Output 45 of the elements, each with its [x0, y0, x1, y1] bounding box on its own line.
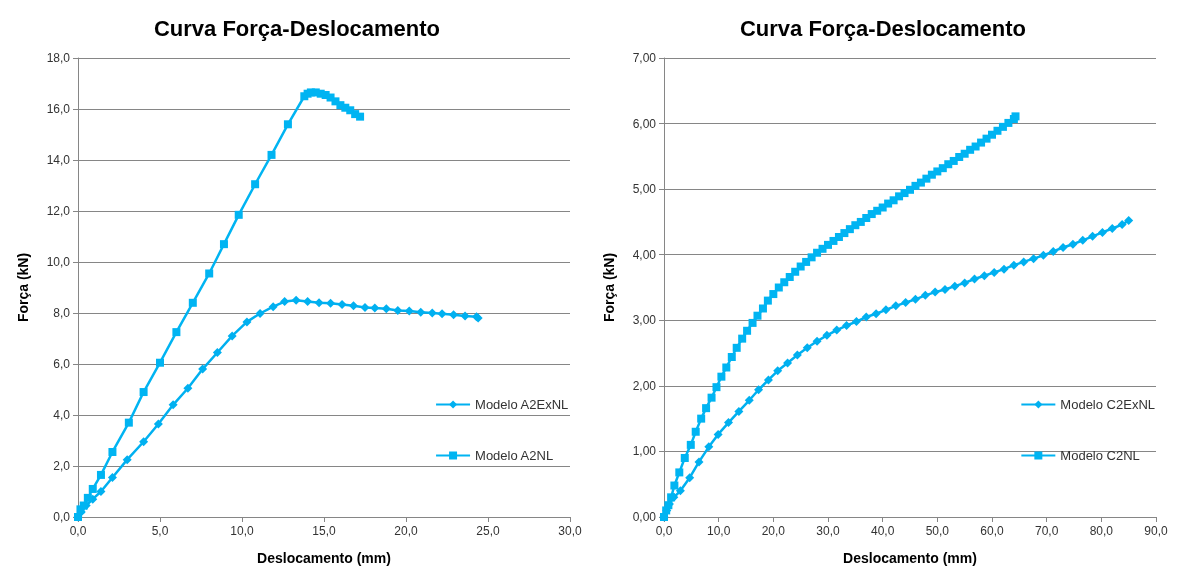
- y-tick-label: 2,00: [632, 378, 657, 393]
- y-tick-label: 7,00: [632, 51, 657, 65]
- y-tick-label: 16,0: [46, 102, 71, 116]
- y-tick-label: 6,00: [632, 116, 657, 131]
- legend-label: Modelo A2ExNL: [475, 397, 569, 412]
- x-axis-title: Deslocamento (mm): [843, 550, 977, 566]
- y-tick-label: 12,0: [46, 204, 71, 218]
- y-axis-title: Força (kN): [601, 252, 617, 323]
- y-tick-label: 8,0: [53, 306, 71, 320]
- y-tick-label: 5,00: [632, 182, 657, 197]
- y-tick-label: 0,00: [632, 510, 657, 524]
- x-tick-label: 20,0: [761, 524, 786, 538]
- x-tick-label: 5,0: [151, 524, 169, 538]
- x-tick-label: 10,0: [706, 524, 731, 538]
- x-tick-label: 80,0: [1089, 524, 1114, 538]
- y-tick-label: 14,0: [46, 153, 71, 167]
- y-tick-label: 6,0: [53, 357, 71, 371]
- x-tick-label: 25,0: [476, 524, 500, 538]
- x-tick-label: 20,0: [394, 524, 418, 538]
- x-tick-label: 60,0: [980, 524, 1004, 538]
- legend-label: Modelo A2NL: [475, 448, 554, 463]
- x-tick-label: 0,0: [655, 524, 673, 538]
- x-tick-label: 90,0: [1144, 524, 1168, 538]
- chart-title: Curva Força-Deslocamento: [739, 15, 1027, 41]
- y-tick-label: 4,0: [53, 408, 71, 422]
- x-axis-title: Deslocamento (mm): [257, 550, 391, 566]
- y-tick-label: 4,00: [632, 247, 657, 262]
- x-tick-label: 70,0: [1034, 524, 1059, 538]
- x-tick-label: 40,0: [870, 524, 895, 538]
- chart-title: Curva Força-Deslocamento: [153, 15, 441, 41]
- x-tick-label: 15,0: [312, 524, 336, 538]
- y-tick-label: 1,00: [632, 444, 657, 459]
- x-tick-label: 30,0: [558, 524, 582, 538]
- x-tick-label: 10,0: [230, 524, 254, 538]
- y-tick-label: 10,0: [46, 255, 71, 269]
- legend-label: Modelo C2ExNL: [1060, 397, 1155, 412]
- y-tick-label: 2,0: [53, 459, 71, 473]
- y-axis-title: Força (kN): [15, 252, 31, 323]
- legend-label: Modelo C2NL: [1060, 448, 1140, 463]
- y-tick-label: 3,00: [632, 313, 657, 328]
- x-tick-label: 30,0: [816, 524, 840, 538]
- y-tick-label: 0,0: [53, 510, 71, 524]
- y-tick-label: 18,0: [46, 51, 71, 65]
- x-tick-label: 0,0: [69, 524, 87, 538]
- x-tick-label: 50,0: [925, 524, 950, 538]
